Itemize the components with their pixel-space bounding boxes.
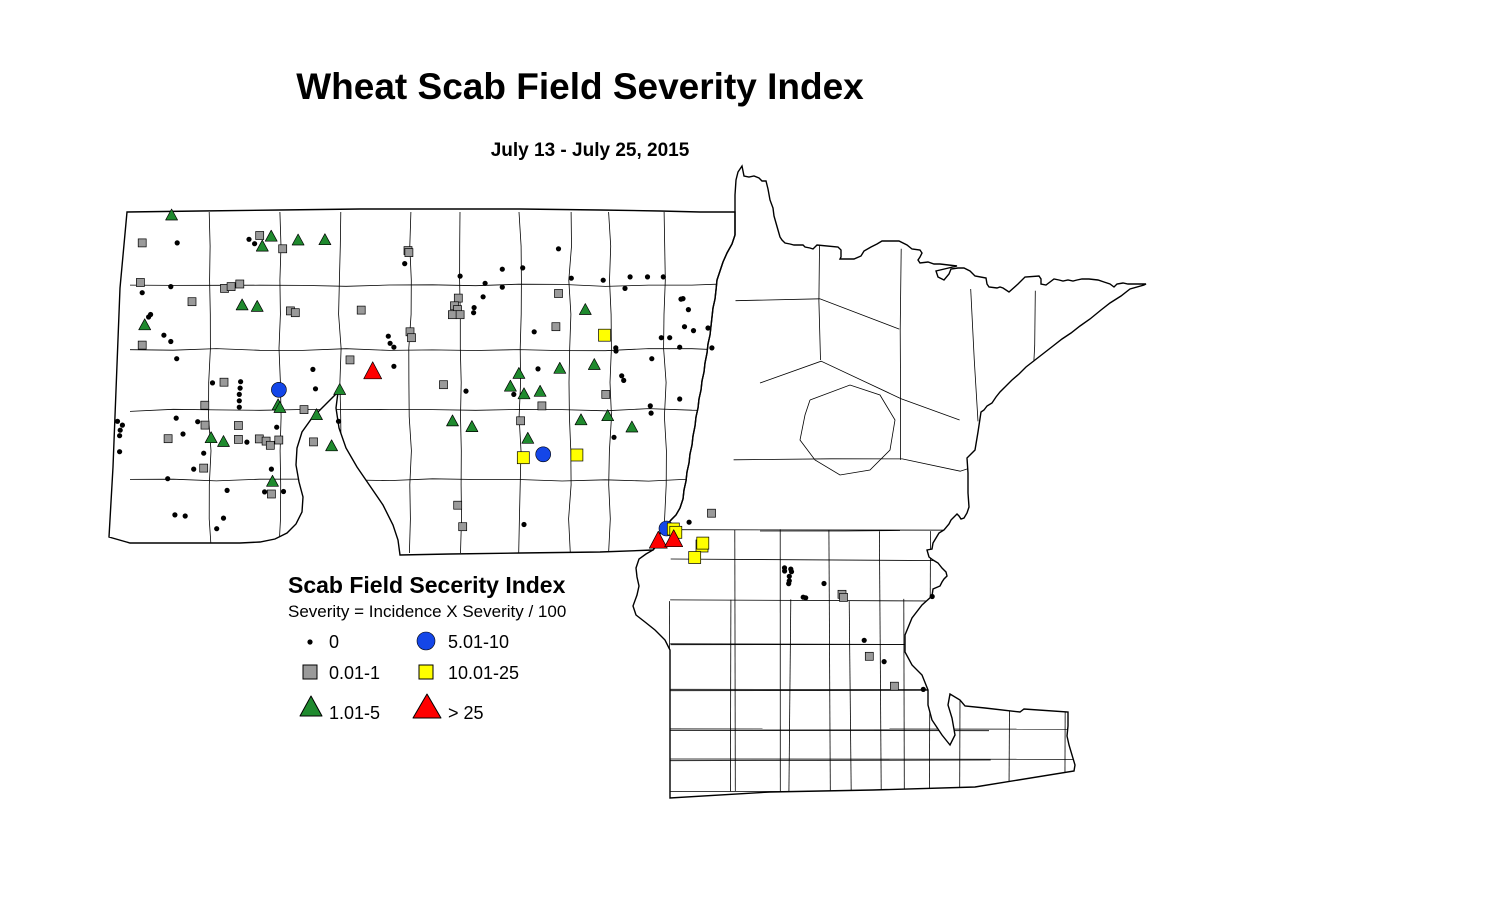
svg-text:1.01-5: 1.01-5 [329,703,380,723]
svg-text:0.01-1: 0.01-1 [329,663,380,683]
svg-text:Severity = Incidence X Severit: Severity = Incidence X Severity / 100 [288,602,566,621]
svg-text:> 25: > 25 [448,703,484,723]
svg-text:Scab Field Secerity Index: Scab Field Secerity Index [288,572,566,598]
svg-text:0: 0 [329,632,339,652]
svg-text:5.01-10: 5.01-10 [448,632,509,652]
svg-text:10.01-25: 10.01-25 [448,663,519,683]
